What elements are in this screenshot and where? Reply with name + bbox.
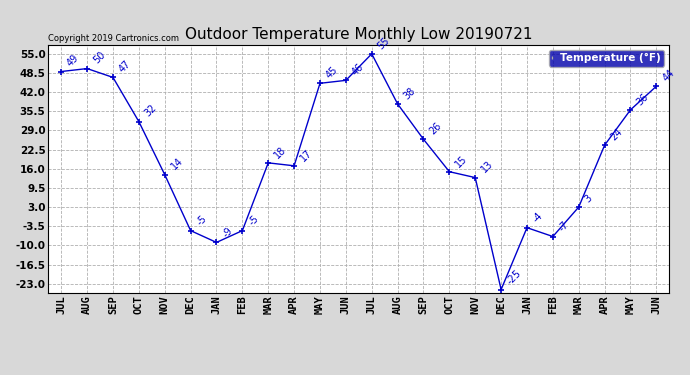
Text: -9: -9 [221, 226, 235, 240]
Text: 49: 49 [66, 53, 81, 69]
Text: 36: 36 [635, 91, 651, 107]
Text: 15: 15 [453, 153, 469, 169]
Legend: Temperature (°F): Temperature (°F) [549, 50, 664, 66]
Text: -7: -7 [557, 220, 571, 234]
Text: -4: -4 [531, 211, 545, 225]
Text: 17: 17 [298, 147, 314, 163]
Text: 47: 47 [117, 59, 133, 75]
Text: -5: -5 [246, 214, 261, 228]
Text: 55: 55 [376, 35, 392, 51]
Text: 14: 14 [169, 156, 185, 172]
Text: 38: 38 [402, 86, 417, 101]
Text: 50: 50 [91, 50, 107, 66]
Title: Outdoor Temperature Monthly Low 20190721: Outdoor Temperature Monthly Low 20190721 [185, 27, 533, 42]
Text: 13: 13 [480, 159, 495, 175]
Text: 45: 45 [324, 65, 340, 81]
Text: 46: 46 [350, 62, 366, 78]
Text: 32: 32 [143, 103, 159, 119]
Text: 18: 18 [273, 144, 288, 160]
Text: 24: 24 [609, 127, 624, 142]
Text: 26: 26 [428, 121, 444, 136]
Text: -5: -5 [195, 214, 209, 228]
Text: 3: 3 [583, 193, 594, 204]
Text: Copyright 2019 Cartronics.com: Copyright 2019 Cartronics.com [48, 33, 179, 42]
Text: -25: -25 [505, 268, 524, 287]
Text: 44: 44 [660, 68, 676, 84]
